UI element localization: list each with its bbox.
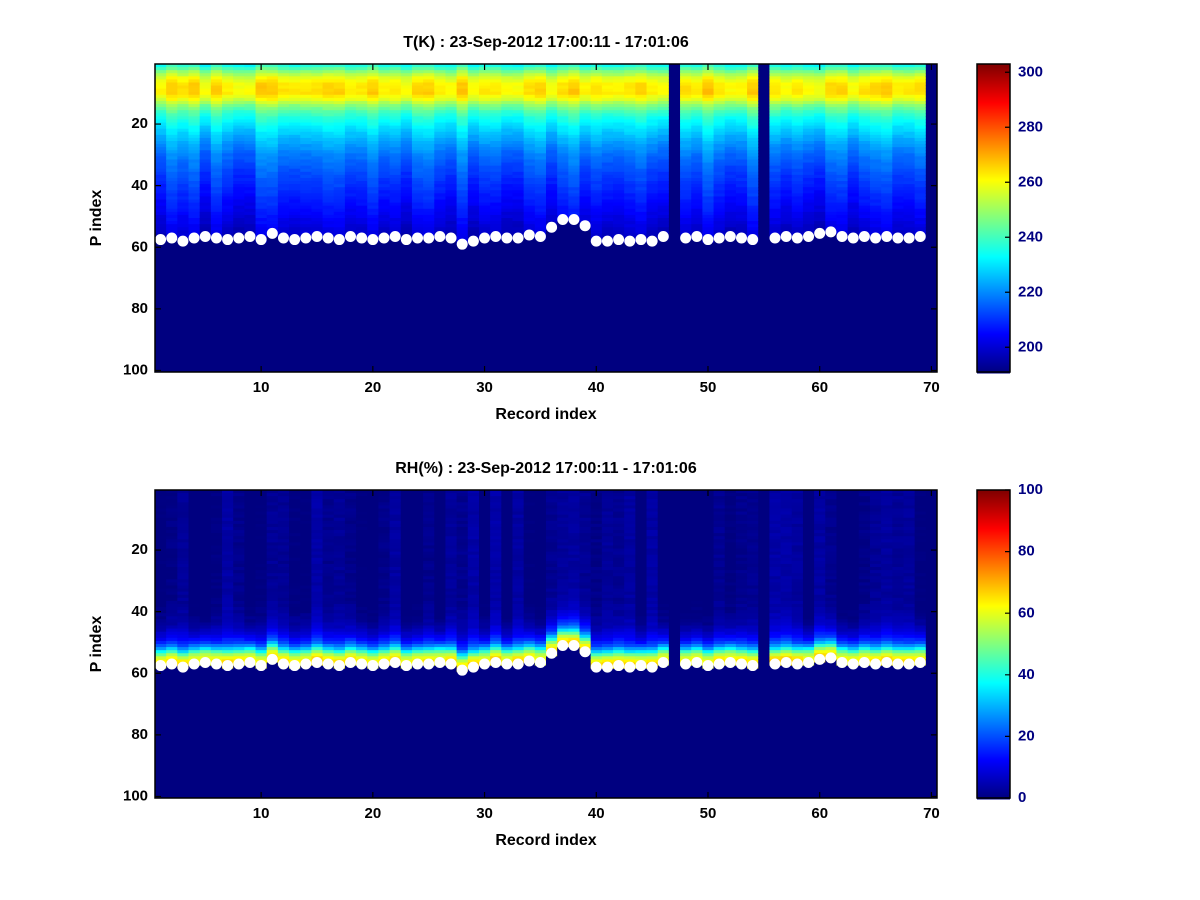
temperature-heatmap-canvas (0, 0, 1200, 450)
humidity-plot-title: RH(%) : 23-Sep-2012 17:00:11 - 17:01:06 (395, 460, 697, 477)
temperature-x-axis-label: Record index (495, 406, 597, 423)
humidity-heatmap-canvas (0, 450, 1200, 900)
humidity-x-axis-label: Record index (495, 832, 597, 849)
temperature-y-axis-label: P index (88, 189, 105, 247)
temperature-plot-title: T(K) : 23-Sep-2012 17:00:11 - 17:01:06 (403, 34, 689, 51)
humidity-y-axis-label: P index (88, 615, 105, 673)
